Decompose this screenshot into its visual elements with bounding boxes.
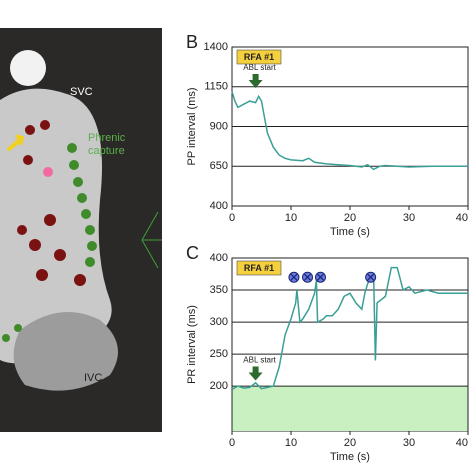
y-axis-label: PP interval (ms) — [186, 87, 198, 165]
x-axis-label: Time (s) — [330, 226, 370, 238]
series-line — [231, 266, 468, 391]
y-tick-label: 1150 — [204, 81, 228, 93]
x-axis-label: Time (s) — [330, 451, 370, 463]
x-tick-label: 10 — [285, 437, 297, 449]
x-tick-label: 0 — [229, 212, 235, 224]
x-tick-label: 40 — [456, 212, 468, 224]
marker-cross — [290, 273, 298, 281]
phrenic-dots — [2, 143, 97, 342]
x-tick-label: 0 — [229, 437, 235, 449]
y-tick-label: 400 — [210, 252, 228, 264]
label-phrenic: Phrenic — [88, 132, 126, 144]
y-tick-label: 400 — [210, 200, 228, 212]
x-tick-label: 20 — [344, 437, 356, 449]
annotation-text: RFA #1 — [244, 52, 274, 62]
event-arrow — [248, 74, 263, 88]
y-tick-label: 900 — [210, 120, 228, 132]
yellow-arrow — [6, 134, 25, 152]
ivc-shape — [13, 312, 119, 391]
shaded-band — [232, 386, 468, 431]
svc-circle — [10, 50, 46, 86]
label-capture: capture — [88, 145, 125, 157]
y-tick-label: 650 — [210, 160, 228, 172]
annotation-box — [236, 260, 282, 276]
marker-cross — [304, 273, 311, 281]
anatomy-panel: SVC Phrenic capture IVC — [0, 28, 162, 432]
ablation-dots — [17, 120, 86, 286]
event-arrow — [248, 366, 263, 381]
annotation-box — [236, 49, 282, 65]
y-tick-label: 250 — [210, 348, 228, 360]
label-ivc: IVC — [84, 372, 102, 384]
series-line — [231, 91, 468, 171]
panel-letter: B — [186, 32, 198, 52]
y-tick-label: 1400 — [204, 41, 228, 53]
annotation-text: RFA #1 — [244, 263, 274, 273]
y-axis-label: PR interval (ms) — [186, 305, 198, 384]
ablation-marker — [288, 271, 300, 283]
x-tick-label: 30 — [403, 437, 415, 449]
x-tick-label: 40 — [456, 437, 468, 449]
y-tick-label: 300 — [210, 316, 228, 328]
marker-cross — [317, 273, 324, 281]
ablation-marker — [365, 271, 377, 283]
y-tick-label: 350 — [210, 284, 228, 296]
y-tick-label: 200 — [210, 380, 228, 392]
ablation-marker — [302, 271, 314, 283]
panel-letter: C — [186, 243, 199, 263]
x-tick-label: 20 — [344, 212, 356, 224]
event-label: ABL start — [243, 356, 276, 365]
marker-cross — [367, 273, 375, 281]
x-tick-label: 10 — [285, 212, 297, 224]
label-svc: SVC — [70, 86, 93, 98]
view-arrow — [141, 211, 162, 269]
x-tick-label: 30 — [403, 212, 415, 224]
event-label: ABL start — [243, 63, 276, 72]
ablation-marker — [315, 271, 326, 283]
pink-dot — [43, 167, 53, 177]
